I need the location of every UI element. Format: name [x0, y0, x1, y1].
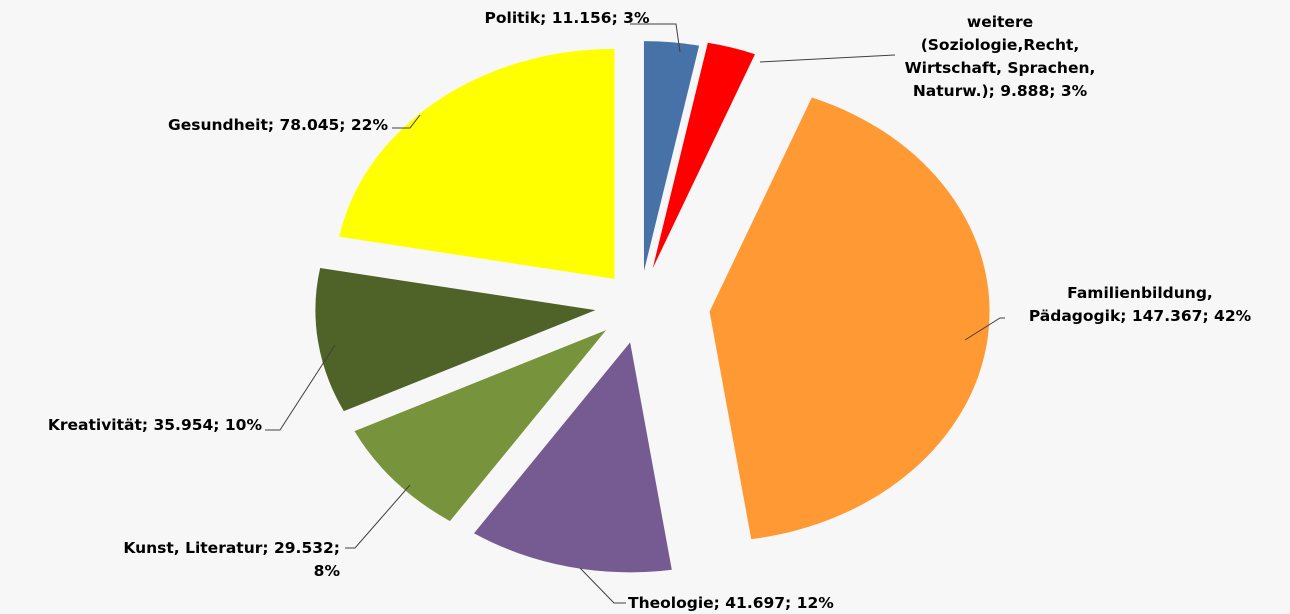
- data-label-line: Naturw.); 9.888; 3%: [913, 82, 1088, 100]
- data-label: Kunst, Literatur; 29.532; 8%: [123, 539, 340, 580]
- data-label-line: Wirtschaft, Sprachen,: [905, 59, 1096, 77]
- data-label-line: Theologie; 41.697; 12%: [628, 594, 834, 612]
- leader-line: [345, 484, 411, 549]
- leader-line: [579, 567, 626, 604]
- data-label-line: 8%: [314, 562, 341, 580]
- data-label-line: Kreativität; 35.954; 10%: [48, 416, 263, 434]
- pie-slice: [474, 342, 672, 573]
- pie-slice: [354, 330, 607, 522]
- leader-line: [759, 54, 896, 63]
- pie-slice: [339, 48, 615, 279]
- data-label: Familienbildung, Pädagogik; 147.367; 42%: [1029, 284, 1252, 325]
- data-label-line: Politik; 11.156; 3%: [485, 9, 650, 27]
- leader-line: [630, 23, 681, 53]
- pie-slice: [652, 42, 755, 269]
- data-label-line: (Soziologie,Recht,: [921, 36, 1080, 54]
- data-label-line: Pädagogik; 147.367; 42%: [1029, 307, 1252, 325]
- data-label: Gesundheit; 78.045; 22%: [168, 116, 388, 134]
- data-label: weitere (Soziologie,Recht, Wirtschaft, Spr…: [905, 13, 1096, 100]
- leader-line: [265, 344, 336, 431]
- data-label: Politik; 11.156; 3%: [485, 9, 650, 27]
- pie-slice: [315, 268, 596, 412]
- pie-slice: [643, 41, 700, 272]
- leader-line: [392, 114, 421, 129]
- data-label-line: Gesundheit; 78.045; 22%: [168, 116, 388, 134]
- pie-slice: [709, 97, 990, 540]
- data-label-line: Familienbildung,: [1067, 284, 1213, 302]
- data-label-line: Kunst, Literatur; 29.532;: [123, 539, 340, 557]
- data-label: Kreativität; 35.954; 10%: [48, 416, 263, 434]
- data-label: Theologie; 41.697; 12%: [628, 594, 834, 612]
- leader-line: [964, 317, 1005, 341]
- data-label-line: weitere: [967, 13, 1033, 31]
